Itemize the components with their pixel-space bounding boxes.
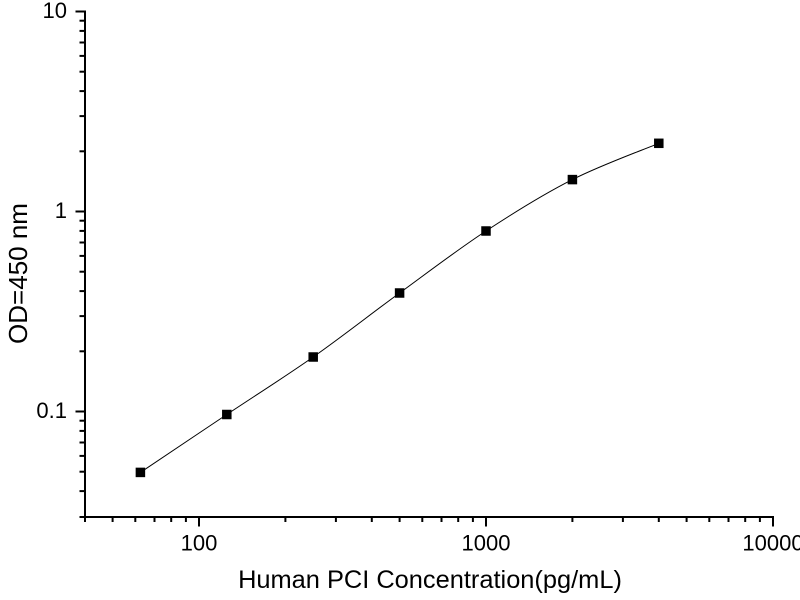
svg-text:Human PCI Concentration(pg/mL): Human PCI Concentration(pg/mL) [238, 566, 622, 594]
svg-text:100: 100 [181, 531, 218, 556]
svg-text:1: 1 [55, 198, 67, 223]
svg-text:OD=450 nm: OD=450 nm [3, 203, 33, 344]
svg-text:10000: 10000 [742, 531, 800, 556]
svg-text:10: 10 [43, 0, 67, 23]
svg-text:1000: 1000 [462, 531, 511, 556]
svg-text:0.1: 0.1 [36, 398, 67, 423]
